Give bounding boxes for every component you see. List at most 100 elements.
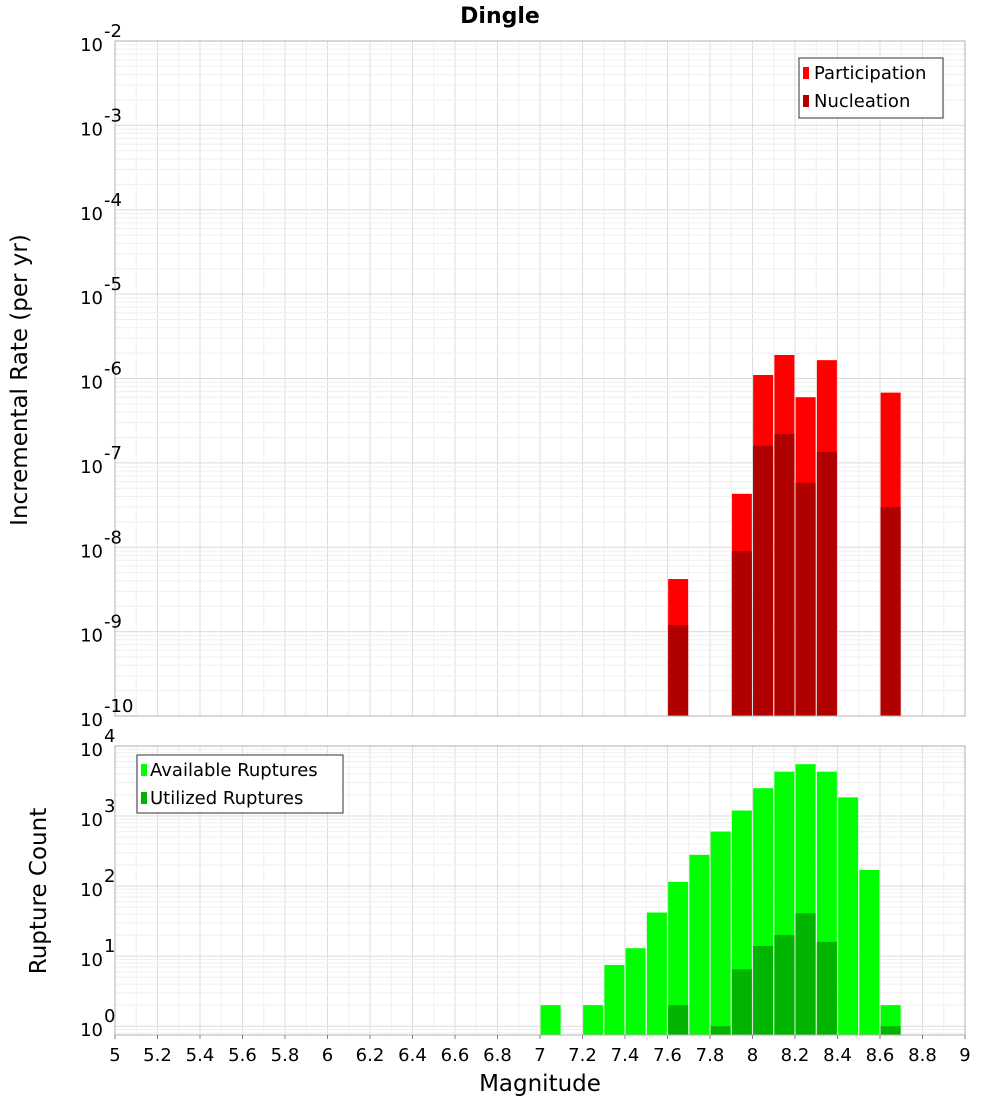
bottom-bar-available-ruptures-7.75 [689, 854, 710, 1035]
x-tick-label: 8.2 [781, 1045, 810, 1066]
x-tick-label: 7.4 [611, 1045, 640, 1066]
x-tick-label: 9 [959, 1045, 970, 1066]
bottom-bar-available-ruptures-7.55 [646, 912, 667, 1035]
bottom-bar-available-ruptures-7.85 [710, 831, 731, 1035]
top-y-tick-exponent: -2 [104, 21, 122, 42]
top-y-tick-label: 10-4 [80, 190, 122, 225]
top-y-tick-label: 10-8 [80, 527, 122, 562]
x-tick-label: 8.6 [866, 1045, 895, 1066]
top-y-tick-base: 10 [80, 373, 103, 394]
top-y-tick-base: 10 [80, 626, 103, 647]
top-y-tick-exponent: -3 [104, 105, 122, 126]
chart-title: Dingle [460, 4, 540, 29]
bottom-legend-box [136, 754, 344, 814]
top-y-tick-exponent: -8 [104, 527, 122, 548]
bottom-bars [540, 764, 901, 1035]
top-plot-frame [114, 40, 966, 717]
x-tick-label: 6.6 [441, 1045, 470, 1066]
x-ticks: 5 5.2 5.4 5.6 5.8 6 6.2 6.4 6.6 6.8 7 7.2 7.4 7.6 7.8 8… [109, 1035, 971, 1066]
bottom-bar-available-ruptures-7.65 [668, 881, 689, 1035]
top-y-ticks: 10-210-310-410-510-610-710-810-910-10 [80, 21, 133, 731]
bottom-bar-utilized-ruptures-8.25 [795, 913, 816, 1035]
top-bar-nucleation-8.15 [774, 433, 795, 716]
top-y-tick-exponent: -4 [104, 190, 122, 211]
top-legend-box [798, 57, 944, 119]
x-tick-label: 5.2 [143, 1045, 172, 1066]
x-tick-label: 5.8 [271, 1045, 300, 1066]
top-y-tick-base: 10 [80, 541, 103, 562]
x-tick-label: 6 [322, 1045, 333, 1066]
legend-label-nucleation: Nucleation [814, 91, 910, 112]
bottom-y-tick-label: 102 [80, 866, 115, 901]
bottom-bar-utilized-ruptures-8.05 [753, 945, 774, 1035]
top-y-tick-base: 10 [80, 710, 103, 731]
x-axis-label: Magnitude [479, 1071, 601, 1097]
top-y-tick-base: 10 [80, 119, 103, 140]
top-y-tick-label: 10-6 [80, 359, 122, 394]
bottom-y-tick-label: 103 [80, 796, 115, 831]
bottom-bar-available-ruptures-8.45 [838, 797, 859, 1035]
bottom-y-axis-label: Rupture Count [26, 808, 52, 974]
legend-label-available: Available Ruptures [150, 760, 318, 781]
top-y-tick-label: 10-7 [80, 443, 122, 478]
legend-swatch-nucleation [803, 95, 809, 107]
top-bar-nucleation-8.05 [753, 445, 774, 716]
legend-swatch-utilized [141, 792, 147, 804]
top-y-tick-label: 10-2 [80, 21, 122, 56]
top-bar-nucleation-8.25 [795, 482, 816, 716]
bottom-y-tick-exponent: 3 [104, 796, 115, 817]
top-y-tick-label: 10-3 [80, 105, 122, 140]
x-tick-label: 8.8 [908, 1045, 937, 1066]
top-bar-nucleation-7.65 [668, 624, 689, 716]
x-tick-label: 5.4 [186, 1045, 215, 1066]
top-y-tick-label: 10-5 [80, 274, 122, 309]
top-y-tick-label: 10-9 [80, 612, 122, 647]
bottom-y-tick-label: 104 [80, 726, 115, 761]
top-y-tick-base: 10 [80, 457, 103, 478]
top-bars [668, 354, 901, 716]
x-tick-label: 7.2 [568, 1045, 597, 1066]
bottom-y-tick-exponent: 0 [104, 1006, 115, 1027]
top-y-tick-exponent: -9 [104, 612, 122, 633]
x-tick-label: 6.2 [356, 1045, 385, 1066]
bottom-bar-utilized-ruptures-8.65 [880, 1026, 901, 1035]
bottom-bar-available-ruptures-7.05 [540, 1005, 561, 1035]
bottom-bar-available-ruptures-7.45 [625, 948, 646, 1035]
bottom-bar-utilized-ruptures-7.85 [710, 1026, 731, 1035]
bottom-y-tick-base: 10 [80, 740, 103, 761]
bottom-bar-available-ruptures-8.55 [859, 869, 880, 1035]
top-y-axis-label: Incremental Rate (per yr) [7, 234, 33, 526]
bottom-legend: Available Ruptures Utilized Ruptures [136, 754, 344, 814]
bottom-y-tick-base: 10 [80, 880, 103, 901]
bottom-y-tick-label: 100 [80, 1006, 115, 1041]
x-tick-label: 7.8 [696, 1045, 725, 1066]
x-tick-label: 6.8 [483, 1045, 512, 1066]
x-tick-label: 5 [109, 1045, 120, 1066]
bottom-y-tick-label: 101 [80, 936, 115, 971]
top-y-tick-label: 10-10 [80, 696, 133, 731]
bottom-y-tick-exponent: 1 [104, 936, 115, 957]
bottom-bar-utilized-ruptures-7.65 [668, 1005, 689, 1035]
top-legend: Participation Nucleation [798, 57, 944, 119]
x-tick-label: 8.4 [823, 1045, 852, 1066]
top-bar-nucleation-7.95 [731, 551, 752, 716]
top-y-tick-exponent: -7 [104, 443, 122, 464]
top-y-tick-base: 10 [80, 288, 103, 309]
legend-label-utilized: Utilized Ruptures [150, 788, 303, 809]
x-tick-label: 7 [534, 1045, 545, 1066]
top-y-tick-exponent: -10 [104, 696, 133, 717]
top-y-tick-base: 10 [80, 35, 103, 56]
top-y-tick-exponent: -6 [104, 359, 122, 380]
bottom-y-tick-base: 10 [80, 810, 103, 831]
top-y-tick-exponent: -5 [104, 274, 122, 295]
bottom-y-tick-exponent: 4 [104, 726, 115, 747]
bottom-bar-available-ruptures-7.25 [583, 1005, 604, 1035]
x-tick-label: 7.6 [653, 1045, 682, 1066]
top-bar-nucleation-8.35 [816, 451, 837, 716]
bottom-bar-utilized-ruptures-7.95 [731, 969, 752, 1035]
top-grid [114, 40, 966, 717]
legend-swatch-available [141, 764, 147, 776]
